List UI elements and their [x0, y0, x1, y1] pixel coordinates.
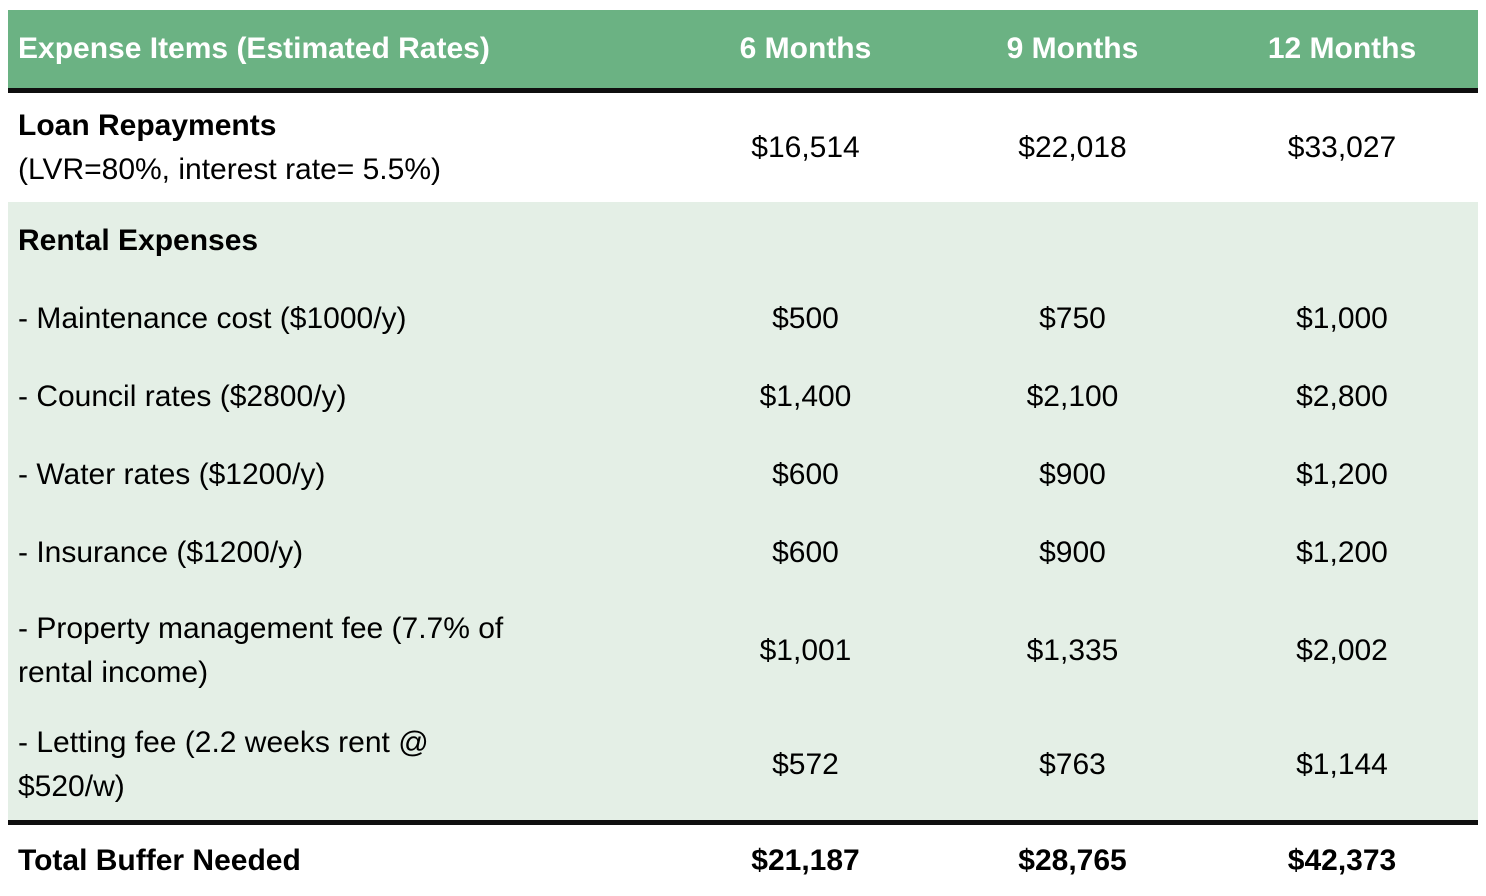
letting-fee-value-6m: $572	[672, 710, 939, 823]
water-value-12m: $1,200	[1206, 436, 1478, 514]
maintenance-value-12m: $1,000	[1206, 280, 1478, 358]
row-council-rates: - Council rates ($2800/y) $1,400 $2,100 …	[8, 358, 1478, 436]
property-mgmt-value-9m: $1,335	[939, 592, 1206, 710]
loan-value-9m: $22,018	[939, 90, 1206, 202]
property-management-fee-line2: rental income)	[18, 656, 209, 689]
letting-fee-line1: - Letting fee (2.2 weeks rent @	[18, 726, 429, 759]
loan-repayments-subtitle: (LVR=80%, interest rate= 5.5%)	[18, 152, 441, 186]
letting-fee-label: - Letting fee (2.2 weeks rent @ $520/w)	[8, 710, 672, 823]
property-management-fee-line1: - Property management fee (7.7% of	[18, 612, 504, 645]
water-value-9m: $900	[939, 436, 1206, 514]
letting-fee-value-9m: $763	[939, 710, 1206, 823]
row-letting-fee: - Letting fee (2.2 weeks rent @ $520/w) …	[8, 710, 1478, 823]
total-value-6m: $21,187	[672, 820, 939, 896]
rental-expenses-empty-12m	[1206, 202, 1478, 280]
maintenance-cost-label: - Maintenance cost ($1000/y)	[8, 280, 672, 358]
council-value-9m: $2,100	[939, 358, 1206, 436]
col-header-6-months: 6 Months	[672, 10, 939, 93]
loan-value-6m: $16,514	[672, 90, 939, 202]
total-buffer-label: Total Buffer Needed	[8, 820, 672, 896]
property-mgmt-value-6m: $1,001	[672, 592, 939, 710]
row-loan-repayments: Loan Repayments (LVR=80%, interest rate=…	[8, 90, 1478, 202]
expense-buffer-table: Expense Items (Estimated Rates) 6 Months…	[8, 10, 1478, 896]
loan-repayments-label: Loan Repayments (LVR=80%, interest rate=…	[8, 90, 672, 202]
letting-fee-line2: $520/w)	[18, 770, 125, 803]
council-value-6m: $1,400	[672, 358, 939, 436]
property-mgmt-value-12m: $2,002	[1206, 592, 1478, 710]
council-value-12m: $2,800	[1206, 358, 1478, 436]
water-value-6m: $600	[672, 436, 939, 514]
insurance-label: - Insurance ($1200/y)	[8, 514, 672, 592]
total-value-12m: $42,373	[1206, 820, 1478, 896]
rental-expenses-heading: Rental Expenses	[8, 202, 672, 280]
insurance-value-12m: $1,200	[1206, 514, 1478, 592]
rental-expenses-empty-9m	[939, 202, 1206, 280]
col-header-expense-items: Expense Items (Estimated Rates)	[8, 10, 672, 93]
insurance-value-6m: $600	[672, 514, 939, 592]
property-management-fee-label: - Property management fee (7.7% of renta…	[8, 592, 672, 710]
water-rates-label: - Water rates ($1200/y)	[8, 436, 672, 514]
rental-expenses-empty-6m	[672, 202, 939, 280]
header-row: Expense Items (Estimated Rates) 6 Months…	[8, 10, 1478, 93]
row-water-rates: - Water rates ($1200/y) $600 $900 $1,200	[8, 436, 1478, 514]
row-maintenance-cost: - Maintenance cost ($1000/y) $500 $750 $…	[8, 280, 1478, 358]
row-property-management-fee: - Property management fee (7.7% of renta…	[8, 592, 1478, 710]
row-total-buffer-needed: Total Buffer Needed $21,187 $28,765 $42,…	[8, 820, 1478, 896]
maintenance-value-9m: $750	[939, 280, 1206, 358]
maintenance-value-6m: $500	[672, 280, 939, 358]
insurance-value-9m: $900	[939, 514, 1206, 592]
row-insurance: - Insurance ($1200/y) $600 $900 $1,200	[8, 514, 1478, 592]
loan-repayments-title: Loan Repayments	[18, 108, 277, 142]
col-header-12-months: 12 Months	[1206, 10, 1478, 93]
loan-value-12m: $33,027	[1206, 90, 1478, 202]
council-rates-label: - Council rates ($2800/y)	[8, 358, 672, 436]
total-value-9m: $28,765	[939, 820, 1206, 896]
letting-fee-value-12m: $1,144	[1206, 710, 1478, 823]
col-header-9-months: 9 Months	[939, 10, 1206, 93]
row-section-rental-expenses: Rental Expenses	[8, 202, 1478, 280]
